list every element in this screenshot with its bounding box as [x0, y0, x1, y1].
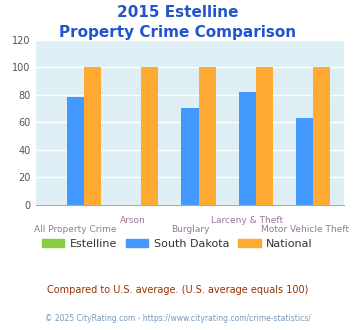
Text: All Property Crime: All Property Crime [34, 225, 116, 234]
Bar [141, 67, 158, 205]
Text: © 2025 CityRating.com - https://www.cityrating.com/crime-statistics/: © 2025 CityRating.com - https://www.city… [45, 314, 310, 323]
Bar [84, 67, 101, 205]
Text: Burglary: Burglary [171, 225, 209, 234]
Text: Property Crime Comparison: Property Crime Comparison [59, 25, 296, 40]
Bar [256, 67, 273, 205]
Bar [313, 67, 330, 205]
Legend: Estelline, South Dakota, National: Estelline, South Dakota, National [38, 235, 317, 253]
Text: Compared to U.S. average. (U.S. average equals 100): Compared to U.S. average. (U.S. average … [47, 285, 308, 295]
Bar [198, 67, 216, 205]
Text: 2015 Estelline: 2015 Estelline [117, 5, 238, 20]
Text: Arson: Arson [120, 215, 146, 225]
Text: Larceny & Theft: Larceny & Theft [211, 215, 283, 225]
Bar [181, 108, 198, 205]
Bar [67, 97, 84, 205]
Text: Motor Vehicle Theft: Motor Vehicle Theft [261, 225, 349, 234]
Bar [239, 92, 256, 205]
Bar [296, 118, 313, 205]
